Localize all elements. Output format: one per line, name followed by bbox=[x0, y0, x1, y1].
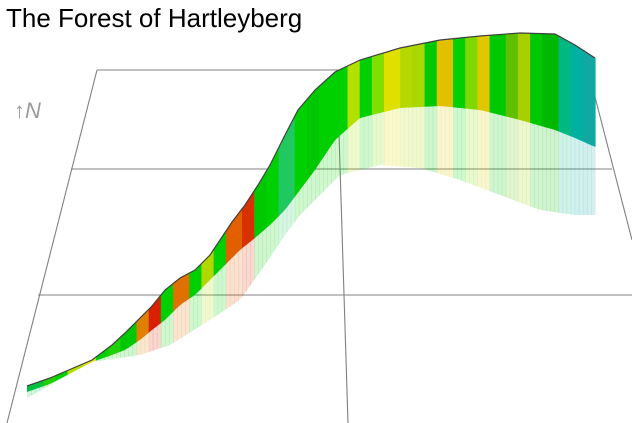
elevation-profile-line bbox=[26, 32, 596, 387]
north-arrow-icon: ↑N bbox=[14, 98, 41, 123]
grid-line bbox=[6, 69, 98, 423]
curtain-shadow bbox=[27, 106, 596, 398]
elevation-curtain bbox=[27, 33, 596, 392]
map-title: The Forest of Hartleyberg bbox=[6, 3, 303, 33]
